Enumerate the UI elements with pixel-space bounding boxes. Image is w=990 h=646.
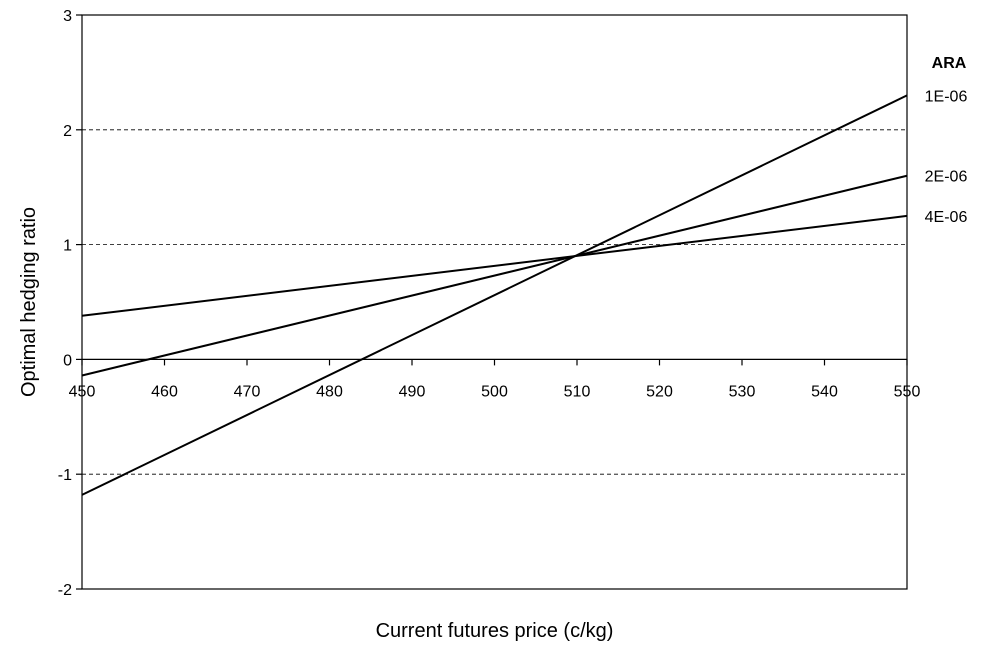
- series-line-2E-06: [81, 174, 908, 377]
- y-axis-ticks: -2 -1 0 1 2 3: [58, 8, 82, 599]
- plot-area-frame: [81, 14, 908, 590]
- x-tick-label: 520: [646, 383, 673, 400]
- y-tick-label: -1: [58, 467, 72, 484]
- x-tick-label: 460: [151, 383, 178, 400]
- x-tick-label: 480: [316, 383, 343, 400]
- series-line-1E-06: [81, 94, 908, 496]
- x-tick-label: 470: [234, 383, 261, 400]
- x-axis-title: Current futures price (c/kg): [376, 620, 614, 642]
- legend-label-1E-06: 1E-06: [925, 88, 968, 105]
- legend-label-4E-06: 4E-06: [925, 209, 968, 226]
- y-tick-label: 3: [63, 8, 72, 25]
- legend: ARA 1E-06 2E-06 4E-06: [925, 55, 968, 226]
- y-tick-label: 2: [63, 123, 72, 140]
- y-tick-label: 1: [63, 238, 72, 255]
- gridlines: [82, 129, 907, 475]
- x-tick-label: 550: [894, 383, 921, 400]
- series-line-4E-06: [81, 214, 908, 317]
- x-axis-ticks: 450 460 470 480 490 500 510 520 530 540 550: [69, 359, 921, 400]
- y-axis-title: Optimal hedging ratio: [18, 207, 40, 397]
- legend-label-2E-06: 2E-06: [925, 169, 968, 186]
- y-tick-label: -2: [58, 582, 72, 599]
- series-lines: [81, 94, 908, 496]
- y-tick-label: 0: [63, 352, 72, 369]
- x-tick-label: 450: [69, 383, 96, 400]
- legend-title: ARA: [932, 55, 967, 72]
- x-tick-label: 490: [399, 383, 426, 400]
- x-tick-label: 530: [729, 383, 756, 400]
- x-tick-label: 540: [811, 383, 838, 400]
- x-tick-label: 510: [564, 383, 591, 400]
- x-tick-label: 500: [481, 383, 508, 400]
